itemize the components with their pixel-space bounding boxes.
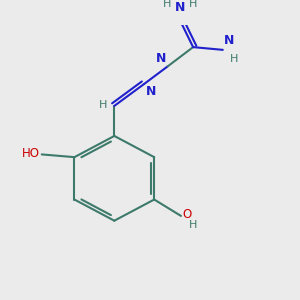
Text: H: H (188, 220, 197, 230)
Text: H: H (189, 0, 197, 9)
Text: HO: HO (22, 146, 40, 160)
Text: N: N (156, 52, 166, 65)
Text: N: N (224, 34, 235, 47)
Text: O: O (182, 208, 192, 221)
Text: H: H (230, 54, 238, 64)
Text: N: N (146, 85, 156, 98)
Text: N: N (175, 1, 185, 14)
Text: H: H (162, 0, 171, 9)
Text: H: H (98, 100, 107, 110)
